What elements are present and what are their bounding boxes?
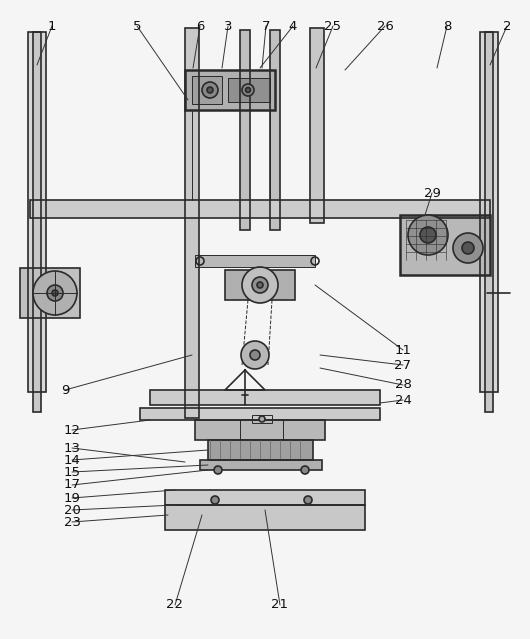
- Bar: [252, 415, 272, 423]
- Bar: [165, 505, 365, 530]
- Circle shape: [242, 267, 278, 303]
- Circle shape: [252, 277, 268, 293]
- Bar: [310, 28, 324, 223]
- Bar: [185, 70, 275, 110]
- Circle shape: [250, 350, 260, 360]
- Text: 8: 8: [443, 20, 451, 33]
- Bar: [485, 32, 493, 412]
- Text: 5: 5: [132, 20, 142, 33]
- Text: 26: 26: [376, 20, 393, 33]
- Circle shape: [211, 496, 219, 504]
- Text: 25: 25: [324, 20, 341, 33]
- Circle shape: [33, 271, 77, 315]
- Text: 9: 9: [61, 383, 69, 397]
- Bar: [225, 270, 295, 300]
- Circle shape: [214, 466, 222, 474]
- Text: 20: 20: [64, 504, 81, 516]
- Circle shape: [420, 227, 436, 243]
- Circle shape: [47, 285, 63, 301]
- Text: 24: 24: [394, 394, 411, 406]
- Bar: [185, 28, 199, 418]
- Text: 12: 12: [64, 424, 81, 436]
- Bar: [225, 270, 295, 300]
- Text: 15: 15: [64, 465, 81, 479]
- Bar: [150, 390, 380, 405]
- Circle shape: [241, 341, 269, 369]
- Circle shape: [242, 84, 254, 96]
- Text: 22: 22: [166, 599, 183, 612]
- Bar: [20, 268, 80, 318]
- Bar: [192, 76, 222, 104]
- Bar: [28, 32, 46, 392]
- Bar: [195, 420, 325, 440]
- Bar: [20, 268, 80, 318]
- Circle shape: [257, 282, 263, 288]
- Bar: [33, 32, 41, 412]
- Circle shape: [207, 87, 213, 93]
- Text: 4: 4: [289, 20, 297, 33]
- Circle shape: [259, 416, 265, 422]
- Bar: [240, 30, 250, 230]
- Bar: [270, 30, 280, 230]
- Bar: [165, 505, 365, 530]
- Circle shape: [202, 82, 218, 98]
- Bar: [480, 32, 498, 392]
- Bar: [28, 32, 46, 392]
- Text: 1: 1: [48, 20, 56, 33]
- Bar: [150, 390, 380, 405]
- Circle shape: [453, 233, 483, 263]
- Text: 11: 11: [394, 344, 411, 357]
- Bar: [30, 200, 490, 218]
- Text: 17: 17: [64, 479, 81, 491]
- Bar: [200, 460, 322, 470]
- Bar: [480, 32, 498, 392]
- Bar: [270, 30, 280, 230]
- Text: 28: 28: [394, 378, 411, 392]
- Circle shape: [301, 466, 309, 474]
- Bar: [185, 70, 275, 110]
- Bar: [200, 460, 322, 470]
- Bar: [310, 28, 324, 223]
- Text: 27: 27: [394, 358, 411, 371]
- Bar: [185, 28, 199, 418]
- Bar: [195, 420, 325, 440]
- Circle shape: [245, 88, 251, 93]
- Bar: [208, 440, 313, 460]
- Circle shape: [52, 290, 58, 296]
- Text: 29: 29: [423, 187, 440, 199]
- Bar: [228, 78, 270, 102]
- Bar: [140, 408, 380, 420]
- Circle shape: [408, 215, 448, 255]
- Circle shape: [462, 242, 474, 254]
- Bar: [165, 490, 365, 505]
- Text: 6: 6: [196, 20, 204, 33]
- Circle shape: [304, 496, 312, 504]
- Bar: [208, 440, 313, 460]
- Bar: [400, 215, 490, 275]
- Text: 3: 3: [224, 20, 232, 33]
- Bar: [33, 32, 41, 412]
- Bar: [195, 255, 315, 267]
- Bar: [195, 255, 315, 267]
- Bar: [140, 408, 380, 420]
- Text: 7: 7: [262, 20, 270, 33]
- Text: 13: 13: [64, 442, 81, 454]
- Bar: [165, 490, 365, 505]
- Bar: [30, 200, 490, 218]
- Text: 19: 19: [64, 491, 81, 505]
- Bar: [228, 78, 270, 102]
- Bar: [400, 215, 490, 275]
- Bar: [192, 76, 222, 104]
- Bar: [485, 32, 493, 412]
- Text: 14: 14: [64, 454, 81, 466]
- Text: 23: 23: [64, 516, 81, 528]
- Text: 21: 21: [271, 599, 288, 612]
- Text: 2: 2: [503, 20, 511, 33]
- Bar: [240, 30, 250, 230]
